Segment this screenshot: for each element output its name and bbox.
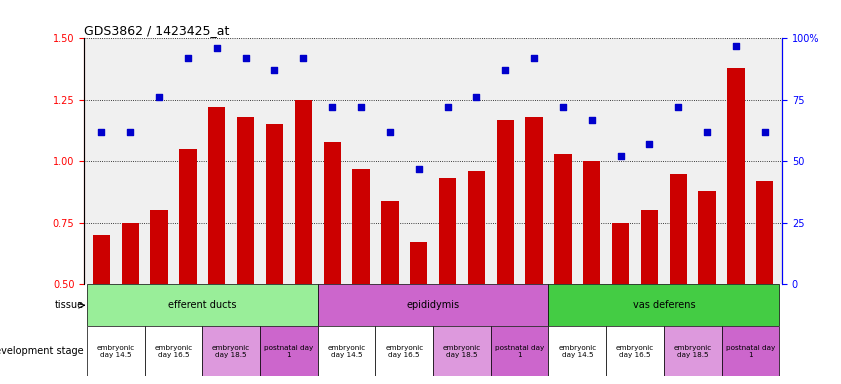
Text: embryonic
day 14.5: embryonic day 14.5 [558,345,596,358]
Point [325,104,339,110]
Text: embryonic
day 14.5: embryonic day 14.5 [97,345,135,358]
Bar [699,191,716,284]
Bar [179,149,197,284]
Text: embryonic
day 16.5: embryonic day 16.5 [155,345,193,358]
Bar [145,326,203,376]
Point [297,55,310,61]
Point [499,67,512,73]
Bar [468,171,485,284]
Point [95,129,108,135]
Text: embryonic
day 16.5: embryonic day 16.5 [616,345,654,358]
Bar [554,154,572,284]
Point [585,116,599,122]
Point [527,55,541,61]
Bar [324,142,341,284]
Text: GDS3862 / 1423425_at: GDS3862 / 1423425_at [84,24,230,37]
Bar [266,124,283,284]
Text: embryonic
day 16.5: embryonic day 16.5 [385,345,423,358]
Bar [641,210,659,284]
Text: embryonic
day 18.5: embryonic day 18.5 [212,345,251,358]
Text: postnatal day
1: postnatal day 1 [264,345,314,358]
Point [469,94,483,101]
Bar [491,326,548,376]
Point [267,67,281,73]
Text: postnatal day
1: postnatal day 1 [495,345,544,358]
Bar [410,242,427,284]
Bar [727,68,744,284]
Point [124,129,137,135]
Bar [548,284,780,326]
Bar [375,326,433,376]
Bar [583,161,600,284]
Bar [318,326,375,376]
Point [701,129,714,135]
Text: embryonic
day 18.5: embryonic day 18.5 [674,345,711,358]
Bar [203,326,260,376]
Point [643,141,656,147]
Bar [669,174,687,284]
Text: postnatal day
1: postnatal day 1 [726,345,775,358]
Point [354,104,368,110]
Bar [87,326,145,376]
Bar [318,284,548,326]
Bar [664,326,722,376]
Bar [260,326,318,376]
Text: embryonic
day 18.5: embryonic day 18.5 [443,345,481,358]
Bar [439,179,456,284]
Bar [756,181,774,284]
Text: vas deferens: vas deferens [632,300,696,310]
Point [152,94,166,101]
Point [672,104,685,110]
Text: development stage: development stage [0,346,83,356]
Bar [606,326,664,376]
Bar [208,107,225,284]
Bar [93,235,110,284]
Bar [526,117,542,284]
Text: epididymis: epididymis [406,300,460,310]
Bar [237,117,254,284]
Bar [122,223,139,284]
Bar [548,326,606,376]
Bar [87,284,318,326]
Point [614,153,627,159]
Text: efferent ducts: efferent ducts [168,300,236,310]
Bar [381,200,399,284]
Point [758,129,771,135]
Bar [352,169,370,284]
Bar [294,100,312,284]
Point [412,166,426,172]
Bar [433,326,491,376]
Bar [151,210,167,284]
Point [239,55,252,61]
Bar [722,326,780,376]
Text: embryonic
day 14.5: embryonic day 14.5 [327,345,366,358]
Point [729,43,743,49]
Point [210,45,224,51]
Text: tissue: tissue [55,300,83,310]
Point [383,129,397,135]
Point [441,104,454,110]
Point [556,104,569,110]
Bar [612,223,629,284]
Bar [496,119,514,284]
Point [181,55,194,61]
